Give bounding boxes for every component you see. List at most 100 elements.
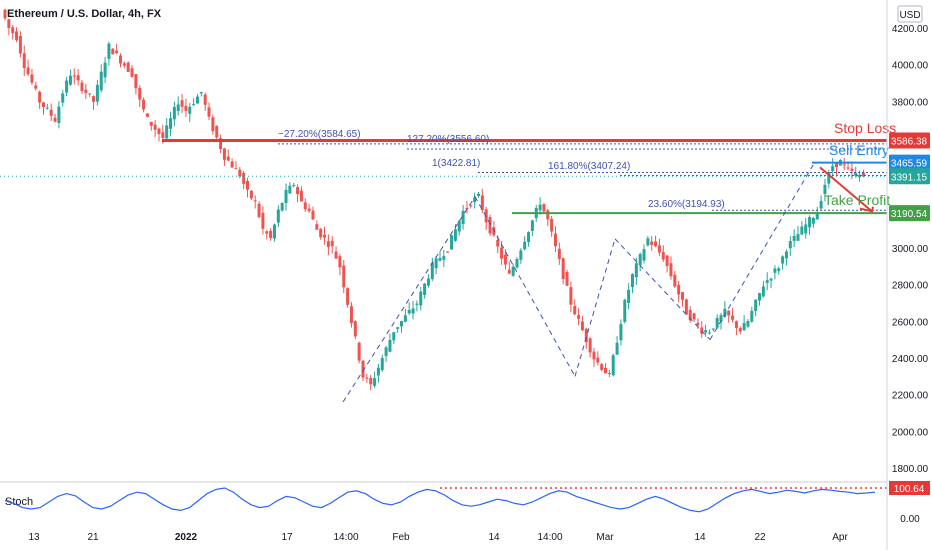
candle-body — [22, 53, 26, 68]
candle-body — [480, 195, 484, 211]
candle-body — [269, 230, 273, 239]
candle-body — [319, 228, 323, 238]
candle-body — [523, 241, 527, 250]
candle-body — [519, 250, 523, 260]
candle-body — [99, 71, 103, 91]
candle-body — [546, 210, 550, 220]
candle-body — [334, 251, 338, 259]
candle-body — [711, 328, 715, 330]
stoch-axis-tick: 0.00 — [900, 514, 920, 525]
stop-loss-label: Stop Loss — [834, 120, 896, 136]
candle-body — [38, 91, 42, 103]
candle-body — [500, 247, 504, 259]
price-axis-tick: 2800.00 — [892, 281, 929, 292]
wave-segment — [709, 161, 816, 340]
candle-body — [142, 99, 146, 110]
candle-body — [349, 306, 353, 324]
candle-body — [696, 322, 700, 326]
time-axis-label: 21 — [87, 532, 99, 543]
candle-body — [426, 278, 430, 286]
price-badges: 3586.38 3465.59 3391.15 3190.54 — [889, 132, 930, 222]
candle-body — [808, 217, 812, 228]
candle-body — [296, 187, 300, 195]
candle-body — [538, 204, 542, 211]
candle-body — [861, 172, 865, 177]
price-axis-tick: 3800.00 — [892, 97, 929, 108]
candle-body — [707, 332, 711, 334]
candle-body — [661, 252, 665, 260]
candle-body — [604, 367, 608, 374]
time-axis-label: Mar — [596, 532, 614, 543]
fib-label-low: 23.60%(3194.93) — [648, 199, 725, 210]
candle-body — [650, 241, 654, 245]
candle-body — [265, 231, 269, 234]
candle-body — [573, 305, 577, 315]
candle-body — [107, 43, 111, 59]
currency-box[interactable] — [897, 5, 923, 23]
price-axis-tick: 1800.00 — [892, 464, 929, 475]
candle-body — [442, 256, 446, 260]
time-axis-label: 17 — [281, 532, 293, 543]
candle-body — [638, 254, 642, 266]
candle-body — [34, 85, 38, 89]
fib-label-mid-left: 1(3422.81) — [432, 158, 480, 169]
candle-body — [642, 249, 646, 261]
candle-body — [192, 103, 196, 105]
fib-label-top-left: −27.20%(3584.65) — [278, 129, 361, 140]
candle-body — [353, 321, 357, 337]
candle-body — [118, 55, 122, 64]
price-axis-tick: 4200.00 — [892, 24, 929, 35]
candle-body — [704, 330, 708, 333]
stoch-badge — [889, 481, 930, 495]
candle-body — [88, 93, 92, 95]
candle-body — [68, 75, 72, 85]
candle-body — [138, 87, 142, 100]
candle-body — [692, 313, 696, 320]
price-badge-label: 3465.59 — [891, 159, 928, 170]
candle-body — [503, 254, 507, 265]
candle-body — [280, 203, 284, 211]
candle-body — [299, 190, 303, 202]
candle-body — [53, 117, 57, 122]
candle-body — [723, 308, 727, 317]
candle-body — [272, 224, 276, 239]
candle-body — [769, 278, 773, 281]
candle-body — [469, 205, 473, 207]
candle-body — [530, 220, 534, 231]
candle-body — [846, 167, 850, 169]
candle-body — [188, 106, 192, 114]
candle-body — [450, 235, 454, 250]
candle-body — [415, 303, 419, 305]
time-axis-label: 22 — [754, 532, 766, 543]
candle-body — [234, 168, 238, 170]
candle-body — [858, 174, 862, 178]
candle-body — [630, 274, 634, 288]
candle-body — [827, 172, 831, 184]
candle-body — [773, 268, 777, 273]
candle-body — [719, 315, 723, 322]
candle-body — [65, 80, 69, 93]
price-axis-tick: 2600.00 — [892, 317, 929, 328]
candle-body — [149, 121, 153, 126]
candle-body — [850, 168, 854, 172]
candle-body — [800, 226, 804, 235]
candle-body — [615, 342, 619, 355]
candle-body — [207, 107, 211, 117]
candle-body — [553, 233, 557, 247]
candle-body — [831, 166, 835, 172]
candle-body — [400, 320, 404, 327]
time-axis-label: Apr — [832, 532, 848, 543]
candle-body — [634, 263, 638, 278]
candle-body — [446, 251, 450, 253]
candle-body — [103, 62, 107, 78]
price-axis-tick: 4000.00 — [892, 61, 929, 72]
candle-body — [15, 31, 19, 41]
candle-body — [781, 256, 785, 264]
candle-body — [11, 27, 15, 34]
candle-body — [823, 184, 827, 195]
trade-annotations: Stop Loss Sell Entry Take Profit — [824, 120, 896, 208]
candle-body — [654, 241, 658, 247]
price-badge-label: 3391.15 — [891, 172, 928, 183]
